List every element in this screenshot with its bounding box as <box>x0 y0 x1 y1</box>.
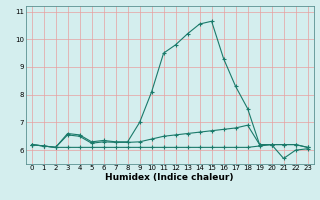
X-axis label: Humidex (Indice chaleur): Humidex (Indice chaleur) <box>105 173 234 182</box>
